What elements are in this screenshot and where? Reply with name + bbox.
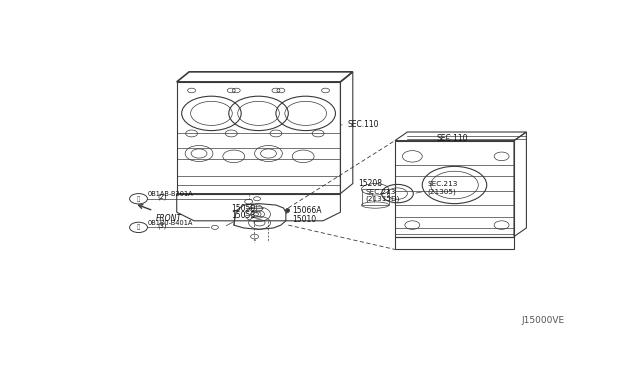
Text: SEC.213
(21315D): SEC.213 (21315D)	[365, 189, 400, 202]
Text: FRONT: FRONT	[156, 214, 182, 222]
Text: 15208: 15208	[358, 179, 382, 202]
Text: ⑬: ⑬	[137, 196, 140, 202]
Text: SEC.110: SEC.110	[340, 121, 380, 129]
Text: 0B1B0-B401A: 0B1B0-B401A	[147, 220, 193, 226]
Text: 15050: 15050	[231, 204, 255, 213]
Text: J15000VE: J15000VE	[522, 316, 565, 325]
Text: (2): (2)	[157, 193, 166, 200]
Text: 15010: 15010	[286, 213, 316, 224]
Text: SEC.213
(21305): SEC.213 (21305)	[416, 181, 458, 195]
Text: ⑬: ⑬	[137, 225, 140, 230]
Text: 15066A: 15066A	[287, 206, 322, 215]
Text: 15053: 15053	[231, 211, 255, 221]
Text: (3): (3)	[157, 222, 166, 228]
Text: 0B1AB-B201A: 0B1AB-B201A	[147, 191, 193, 197]
Text: SEC.110: SEC.110	[436, 134, 468, 143]
